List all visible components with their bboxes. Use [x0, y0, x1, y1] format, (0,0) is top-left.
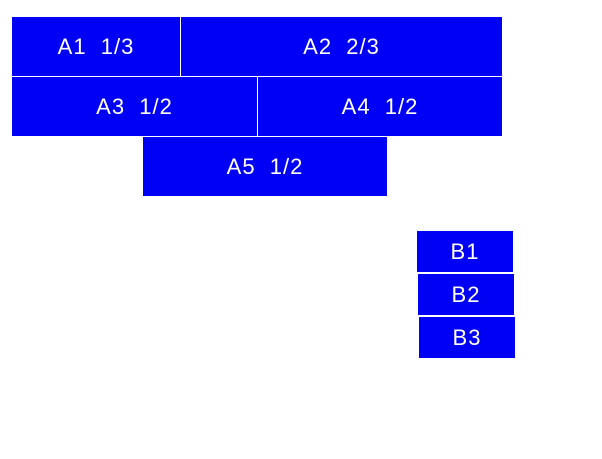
- box-b3[interactable]: B3: [419, 317, 515, 358]
- box-a4[interactable]: A4 1/2: [258, 77, 502, 136]
- box-a2-label: A2 2/3: [303, 33, 380, 59]
- box-a2[interactable]: A2 2/3: [181, 17, 502, 76]
- box-a4-label: A4 1/2: [341, 93, 419, 119]
- box-a5-label: A5 1/2: [226, 153, 304, 179]
- box-b1-label: B1: [450, 238, 480, 264]
- box-a1[interactable]: A1 1/3: [12, 17, 180, 76]
- box-a3[interactable]: A3 1/2: [12, 77, 257, 136]
- box-b1[interactable]: B1: [417, 231, 513, 272]
- box-b3-label: B3: [452, 324, 482, 350]
- box-a3-label: A3 1/2: [96, 93, 173, 119]
- box-a1-label: A1 1/3: [57, 33, 135, 59]
- box-b2-label: B2: [451, 281, 481, 307]
- box-a5[interactable]: A5 1/2: [143, 137, 387, 196]
- box-b2[interactable]: B2: [418, 274, 514, 315]
